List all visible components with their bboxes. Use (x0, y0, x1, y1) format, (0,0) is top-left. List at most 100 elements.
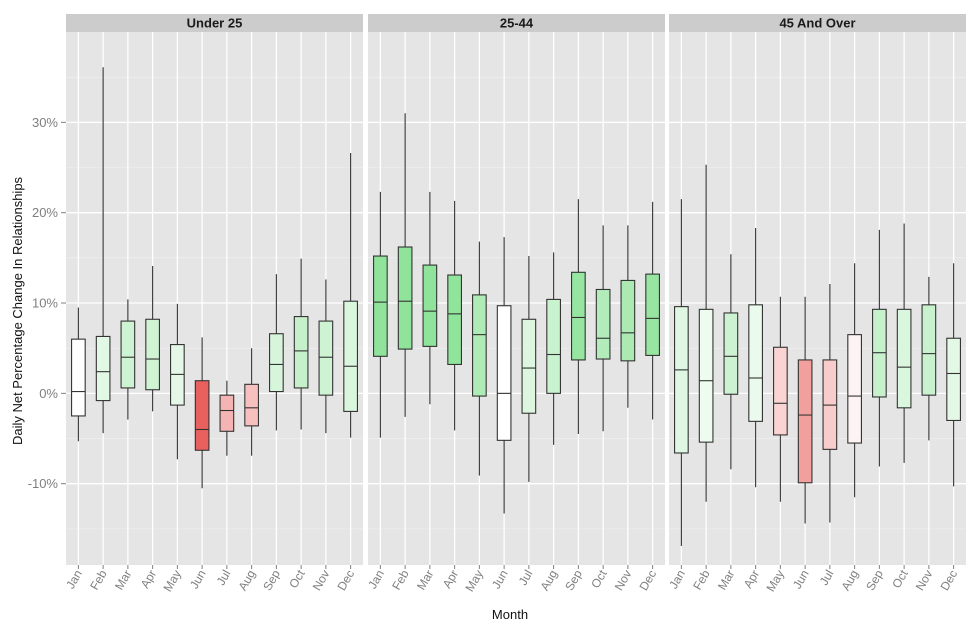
box-iqr (723, 312, 739, 395)
x-tick-label: Aug (537, 568, 560, 593)
panel-strip-label: 45 And Over (779, 16, 855, 31)
box-under-25-feb (95, 67, 111, 434)
panel-strip (669, 14, 966, 32)
box-iqr (343, 300, 358, 412)
box-25-44-feb (397, 113, 413, 417)
box-45-and-over-mar (723, 254, 739, 470)
box-under-25-dec (343, 153, 358, 438)
box-45-and-over-apr (748, 228, 763, 488)
box-iqr (194, 380, 210, 451)
box-25-44-jun (496, 237, 512, 514)
box-45-and-over-nov (921, 276, 937, 441)
x-tick-label: Sep (260, 567, 283, 593)
y-tick-label: 0% (39, 386, 58, 401)
box-iqr (397, 246, 413, 350)
x-tick-label: Mar (112, 568, 134, 593)
x-tick-label: Apr (440, 568, 461, 591)
box-under-25-jan (71, 307, 86, 442)
y-axis-title: Daily Net Percentage Change In Relations… (10, 176, 25, 445)
panel-strip (66, 14, 363, 32)
box-45-and-over-dec (946, 263, 961, 487)
x-tick-label: Mar (715, 568, 737, 593)
x-tick-label: Jun (790, 568, 812, 592)
panel-under-25: Under 25 Jan Feb Mar Apr May Jun Jul Aug Sep Oct No… (63, 14, 363, 594)
panel-background (66, 32, 363, 565)
box-45-and-over-jan (674, 199, 689, 547)
x-tick-label: Jan (63, 568, 85, 592)
y-tick-label: -10% (28, 476, 59, 491)
x-tick-label: Jul (817, 568, 837, 588)
x-tick-label: Jun (489, 568, 511, 592)
box-45-and-over-jun (797, 296, 813, 524)
box-iqr (95, 335, 111, 402)
x-tick-label: Oct (286, 567, 308, 591)
box-45-and-over-sep (872, 229, 887, 467)
x-tick-label: Dec (334, 568, 357, 593)
box-iqr (546, 298, 561, 394)
x-tick-label: Nov (612, 568, 635, 593)
box-under-25-mar (120, 299, 136, 420)
box-under-25-apr (145, 265, 160, 412)
box-iqr (748, 304, 763, 422)
box-under-25-nov (318, 279, 334, 434)
x-tick-label: Oct (588, 567, 610, 591)
box-iqr (496, 305, 512, 441)
box-iqr (219, 394, 235, 432)
box-iqr (896, 308, 912, 409)
box-iqr (145, 318, 160, 391)
x-tick-label: May (764, 568, 787, 595)
box-under-25-may (170, 303, 185, 460)
box-iqr (244, 383, 259, 427)
x-tick-label: Aug (235, 568, 258, 593)
y-axis: -10% 0% 10% 20% 30% (28, 115, 66, 491)
box-iqr (773, 346, 788, 436)
x-axis-title: Month (492, 607, 528, 622)
x-tick-label: Feb (87, 567, 110, 592)
x-tick-label: Apr (138, 568, 159, 591)
box-25-44-mar (422, 191, 438, 405)
x-tick-label: Aug (838, 568, 861, 593)
x-tick-label: Sep (863, 567, 886, 593)
panel-background (669, 32, 966, 565)
x-tick-label: Feb (389, 567, 412, 592)
box-iqr (674, 306, 689, 454)
box-under-25-aug (244, 348, 259, 456)
box-iqr (797, 359, 813, 484)
box-iqr (620, 279, 636, 362)
x-tick-label: Jan (666, 568, 688, 592)
x-tick-label: May (463, 568, 486, 595)
box-45-and-over-oct (896, 223, 912, 463)
box-iqr (595, 288, 611, 360)
box-under-25-sep (269, 274, 284, 431)
box-iqr (373, 255, 388, 357)
box-45-and-over-feb (698, 164, 714, 502)
y-tick-label: 10% (32, 296, 58, 311)
box-under-25-oct (293, 258, 309, 430)
box-iqr (318, 320, 334, 396)
box-25-44-jul (521, 256, 537, 482)
x-tick-label: Jul (516, 568, 536, 588)
y-tick-label: 20% (32, 205, 58, 220)
panel-strip (368, 14, 665, 32)
x-tick-label: Nov (310, 568, 333, 593)
box-under-25-jul (219, 380, 235, 456)
x-tick-label: Feb (690, 567, 713, 592)
x-tick-label: Dec (937, 568, 960, 593)
x-tick-label: Jul (214, 568, 234, 588)
box-45-and-over-jul (822, 284, 838, 523)
y-tick-label: 30% (32, 115, 58, 130)
box-25-44-jan (373, 191, 388, 438)
box-iqr (698, 308, 714, 443)
panel-25-44: 25-44 Jan Feb Mar Apr May Jun Jul Aug Sep Oct Nov De… (365, 14, 665, 594)
box-45-and-over-aug (847, 263, 862, 498)
box-under-25-jun (194, 337, 210, 489)
box-45-and-over-may (773, 296, 788, 502)
x-tick-label: Jan (365, 568, 387, 592)
box-iqr (422, 264, 438, 347)
x-tick-label: Sep (562, 567, 585, 593)
box-iqr (293, 316, 309, 389)
box-iqr (269, 333, 284, 393)
